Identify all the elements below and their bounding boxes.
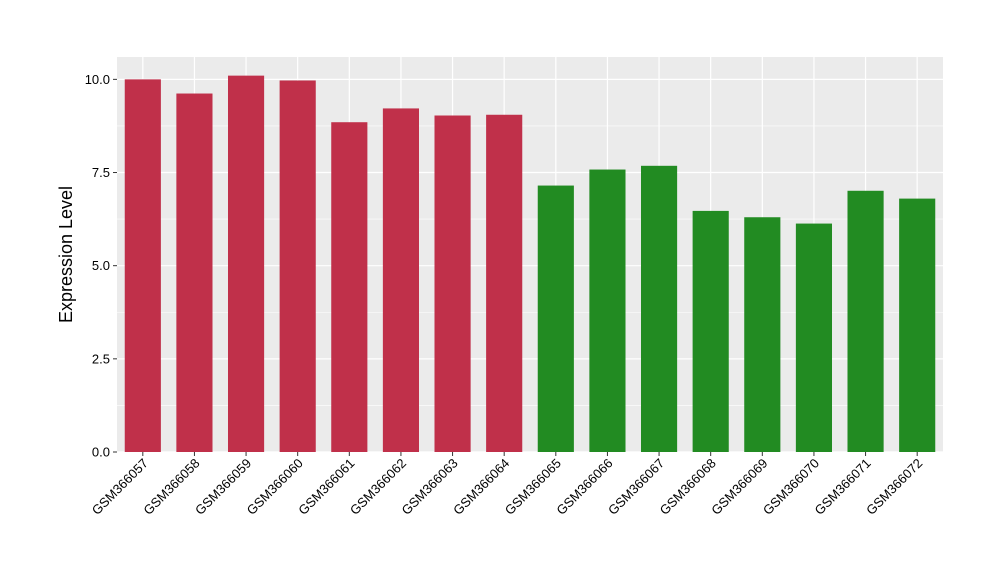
y-tick-label: 0.0 xyxy=(92,445,110,460)
bar-GSM366072 xyxy=(899,198,936,452)
x-tick-label: GSM366072 xyxy=(863,456,925,518)
bar-GSM366065 xyxy=(537,185,574,452)
y-tick-label: 7.5 xyxy=(92,165,110,180)
y-axis-title: Expression Level xyxy=(56,186,76,323)
bar-GSM366067 xyxy=(640,165,678,452)
bar-GSM366069 xyxy=(744,217,781,452)
bar-GSM366064 xyxy=(486,114,523,453)
bar-GSM366068 xyxy=(692,210,729,452)
bar-GSM366058 xyxy=(176,93,213,453)
bar-GSM366071 xyxy=(847,190,884,452)
bars xyxy=(124,75,936,453)
bar-GSM366060 xyxy=(279,80,316,453)
y-tick-label: 2.5 xyxy=(92,351,110,366)
bar-GSM366059 xyxy=(227,75,265,452)
x-axis: GSM366057GSM366058GSM366059GSM366060GSM3… xyxy=(89,452,925,518)
bar-GSM366061 xyxy=(331,122,368,452)
bar-GSM366066 xyxy=(589,169,626,453)
bar-GSM366057 xyxy=(124,79,161,452)
bar-GSM366062 xyxy=(382,108,420,452)
bar-GSM366063 xyxy=(434,115,471,453)
bar-GSM366070 xyxy=(795,223,833,452)
y-tick-label: 5.0 xyxy=(92,258,110,273)
y-tick-label: 10.0 xyxy=(85,72,110,87)
y-axis: 0.0 2.5 5.0 7.5 10.0 xyxy=(85,72,117,460)
